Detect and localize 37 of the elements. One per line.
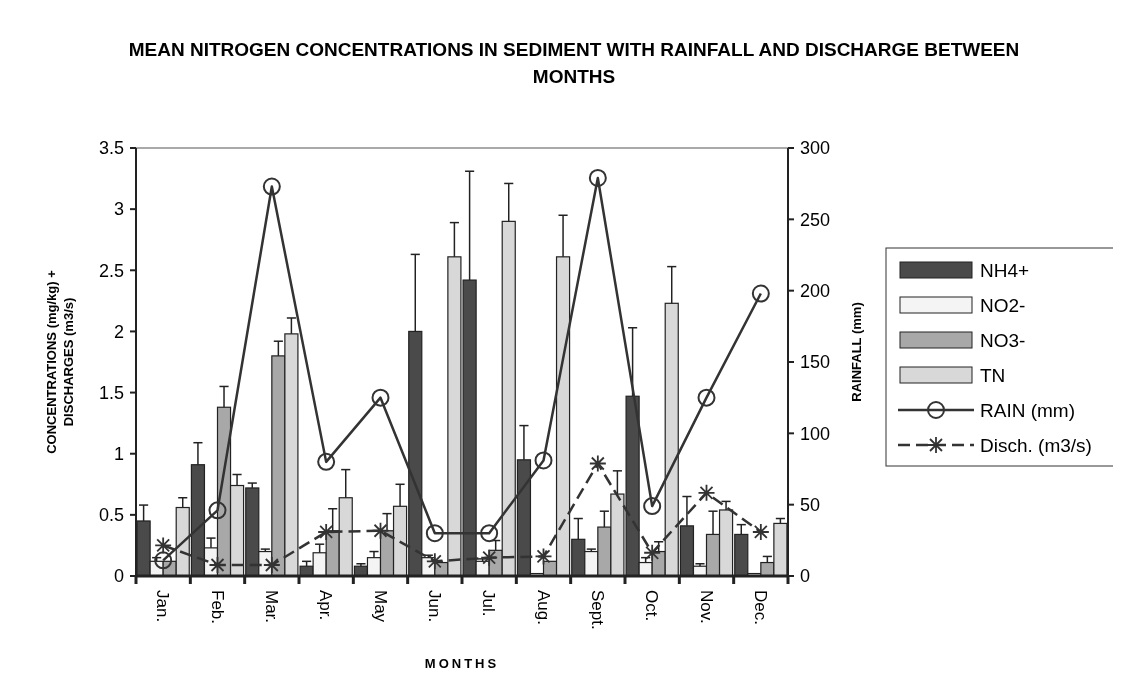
legend-label: NH4+ [980,259,1030,281]
x-tick-label: Dec. [750,590,770,625]
y-tick-label: 3.5 [98,138,124,159]
y-tick-label: 2 [113,321,124,342]
y2-tick-label: 200 [800,280,831,301]
legend-label: RAIN (mm) [980,399,1075,421]
x-tick-label: Mar. [261,590,281,624]
x-tick-label: Jun. [424,590,444,623]
x-tick-label: Apr. [316,590,336,621]
x-tick-label: Jul. [479,590,499,617]
y-tick-label: 1 [113,444,124,465]
x-tick-label: Sept. [587,590,607,630]
y-tick-label: 0.5 [98,505,124,526]
y2-tick-label: 50 [800,494,821,515]
y2-tick-label: 0 [800,566,811,587]
y-axis-title: CONCENTRATIONS (mg/kg) + DISCHARGES (m3/s) [44,269,76,454]
x-tick-label: Nov. [696,590,716,624]
y2-tick-label: 100 [800,423,831,444]
chart-title: MEAN NITROGEN CONCENTRATIONS IN SEDIMENT WITH RAINFALL AND DISCHARGE BETWEEN MONTHS [128,39,1020,87]
y2-tick-label: 300 [800,138,831,159]
y2-tick-label: 250 [800,209,831,230]
legend-label: NO2- [980,294,1026,316]
legend-label: NO3- [980,329,1026,351]
y2-tick-label: 150 [800,352,831,373]
y-tick-label: 3 [113,199,124,220]
x-axis-title: MONTHS [424,656,500,671]
x-tick-label: Aug. [533,590,553,625]
x-tick-label: Oct. [642,590,662,622]
y-tick-label: 0 [113,566,124,587]
x-tick-label: May [370,590,390,623]
legend-label: Disch. (m3/s) [980,434,1092,456]
legend-label: TN [980,364,1006,386]
y-tick-label: 2.5 [98,260,124,281]
x-tick-label: Jan. [153,590,173,623]
y2-axis-title: RAINFALL (mm) [849,302,864,402]
x-tick-label: Feb. [207,590,227,625]
y-tick-label: 1.5 [98,382,124,403]
